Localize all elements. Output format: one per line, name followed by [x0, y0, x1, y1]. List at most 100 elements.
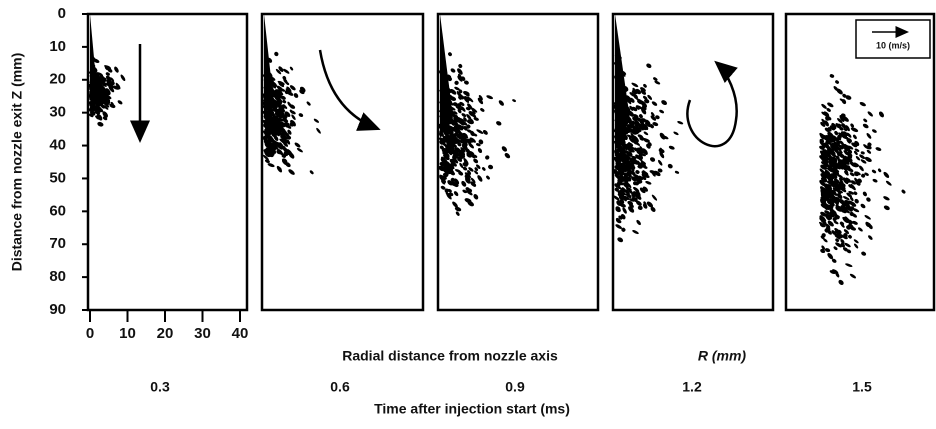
droplet — [677, 121, 684, 125]
droplet — [299, 89, 305, 95]
droplet — [853, 239, 859, 244]
droplet — [850, 123, 854, 128]
droplet — [615, 206, 621, 212]
droplet — [840, 131, 847, 136]
droplet — [839, 115, 845, 122]
droplet — [865, 221, 872, 227]
droplet — [836, 88, 843, 95]
droplet — [482, 167, 486, 171]
droplet — [512, 99, 516, 103]
droplet — [88, 83, 95, 90]
droplet — [88, 113, 94, 118]
droplet — [266, 106, 274, 112]
droplet — [457, 108, 462, 114]
droplet — [463, 91, 470, 96]
droplet — [467, 103, 473, 110]
droplet — [640, 160, 647, 165]
droplet — [282, 135, 287, 143]
droplet — [450, 177, 455, 183]
droplet — [470, 177, 476, 183]
droplet — [473, 158, 479, 164]
droplet — [640, 89, 647, 95]
droplet — [262, 104, 268, 110]
droplet — [667, 163, 673, 169]
droplet — [845, 263, 853, 268]
droplet — [264, 151, 271, 158]
droplet — [829, 74, 835, 78]
droplet — [294, 142, 301, 148]
droplet — [643, 83, 647, 88]
droplet — [473, 154, 478, 158]
droplet — [863, 118, 868, 123]
spray — [262, 14, 321, 175]
droplet — [640, 122, 646, 128]
droplet — [628, 148, 635, 153]
droplet — [306, 101, 311, 106]
droplet — [464, 198, 472, 203]
droplet — [109, 103, 116, 109]
droplet — [842, 116, 849, 122]
droplet — [849, 161, 855, 167]
droplet — [263, 137, 270, 143]
droplet — [845, 145, 851, 151]
droplet — [855, 155, 861, 161]
droplet — [270, 76, 276, 81]
droplet — [831, 189, 838, 196]
droplet — [441, 178, 447, 184]
droplet — [275, 68, 282, 75]
droplet — [638, 114, 643, 119]
droplet — [839, 140, 845, 146]
droplet — [861, 173, 866, 178]
droplet — [473, 117, 479, 121]
droplet — [622, 133, 628, 141]
droplet — [455, 211, 460, 216]
droplet — [112, 85, 120, 90]
droplet — [93, 100, 100, 106]
droplet — [272, 113, 277, 120]
droplet — [624, 189, 630, 195]
droplet — [496, 121, 502, 126]
droplet — [619, 139, 625, 146]
droplet — [614, 140, 619, 145]
droplet — [633, 147, 639, 152]
panels — [86, 12, 936, 312]
droplet — [262, 110, 269, 117]
droplet — [475, 143, 481, 147]
droplet — [92, 69, 97, 75]
droplet — [862, 191, 868, 197]
droplet — [827, 131, 834, 138]
droplet — [466, 124, 471, 129]
droplet — [844, 165, 850, 171]
droplet — [455, 149, 463, 154]
droplet — [643, 201, 647, 206]
droplet — [449, 88, 457, 95]
droplet — [858, 165, 864, 172]
droplet — [446, 106, 453, 112]
droplet — [833, 246, 838, 251]
droplet — [99, 93, 105, 101]
droplet — [620, 165, 625, 171]
droplet — [849, 196, 854, 202]
y-tick-label: 70 — [49, 235, 66, 252]
droplet — [444, 168, 449, 173]
droplet — [822, 204, 828, 211]
droplet — [278, 97, 283, 103]
droplet — [619, 103, 625, 109]
droplet — [464, 172, 471, 178]
droplet — [631, 192, 636, 198]
droplet — [653, 77, 658, 81]
droplet — [451, 121, 456, 126]
flow-arrow — [686, 60, 738, 148]
droplet — [827, 102, 834, 108]
droplet — [289, 104, 296, 109]
droplet — [459, 162, 464, 169]
droplet — [841, 208, 848, 214]
droplet — [638, 153, 644, 160]
droplet — [289, 66, 294, 71]
droplet — [282, 129, 288, 137]
droplet — [840, 144, 845, 150]
droplet — [830, 125, 835, 131]
droplet — [470, 118, 474, 124]
droplet — [456, 153, 464, 158]
droplet — [316, 127, 321, 134]
